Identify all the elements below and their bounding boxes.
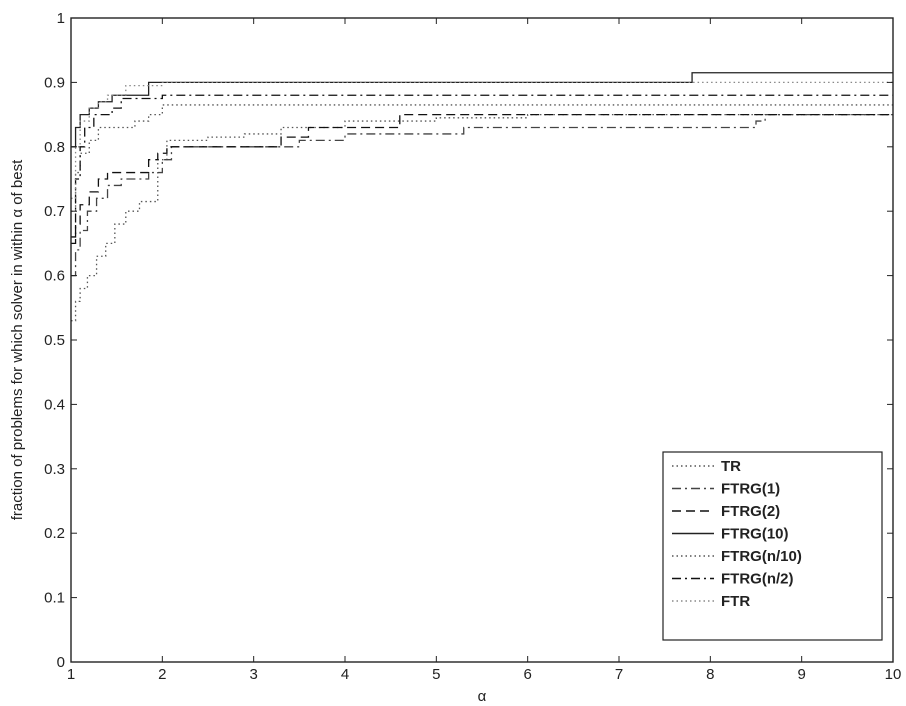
y-axis-label-part-3: of best	[9, 159, 26, 209]
series-line-6	[71, 94, 893, 238]
legend-box	[662, 451, 883, 641]
tick-layer: 1 2 3 4 5 6 7 8 9 10 0 0.1 0.2 0.3 0.4 0.5 0.6 0.7 0.8 0.9 1	[44, 10, 901, 683]
series-line-3	[71, 113, 893, 245]
y-tick-label: 0.9	[44, 74, 65, 91]
legend-label-1: TR	[721, 458, 741, 475]
legend-label-3: FTRG(2)	[721, 503, 780, 520]
y-tick-label: 1	[57, 10, 65, 27]
series-line-5	[71, 104, 893, 212]
legend-label-2: FTRG(1)	[721, 481, 780, 498]
y-tick-label: 0.1	[44, 590, 65, 607]
y-tick-label: 0	[57, 654, 65, 671]
series-line-2	[71, 113, 893, 277]
series-line-7	[71, 81, 893, 199]
y-tick-label: 0.3	[44, 461, 65, 478]
y-axis-label: fraction of problems for which solver in…	[9, 159, 26, 520]
y-axis-label-part-2: α	[9, 209, 26, 218]
legend-label-7: FTR	[721, 593, 750, 610]
x-tick-label: 10	[885, 666, 902, 683]
x-tick-label: 5	[432, 666, 440, 683]
y-axis-label-part-1: fraction of problems for which solver in…	[9, 218, 26, 521]
y-tick-label: 0.6	[44, 268, 65, 285]
x-tick-label: 2	[158, 666, 166, 683]
x-axis-label: α	[478, 688, 487, 705]
legend-label-5: FTRG(n/10)	[721, 548, 802, 565]
x-tick-label: 1	[67, 666, 75, 683]
y-tick-label: 0.8	[44, 139, 65, 156]
legend-label-6: FTRG(n/2)	[721, 571, 794, 588]
y-tick-label: 0.2	[44, 525, 65, 542]
y-tick-label: 0.5	[44, 332, 65, 349]
x-tick-label: 4	[341, 666, 349, 683]
legend-label-4: FTRG(10)	[721, 526, 789, 543]
x-tick-label: 3	[249, 666, 257, 683]
y-tick-label: 0.7	[44, 203, 65, 220]
series-line-4	[71, 72, 893, 148]
x-tick-label: 8	[706, 666, 714, 683]
y-tick-label: 0.4	[44, 396, 65, 413]
series-line-1	[71, 113, 893, 322]
x-tick-label: 9	[797, 666, 805, 683]
legend: TR FTRG(1) FTRG(2) FTRG(10) FTRG(n/10) FTRG(n…	[662, 451, 883, 641]
x-tick-label: 7	[615, 666, 623, 683]
series-layer	[71, 72, 893, 322]
x-tick-label: 6	[523, 666, 531, 683]
